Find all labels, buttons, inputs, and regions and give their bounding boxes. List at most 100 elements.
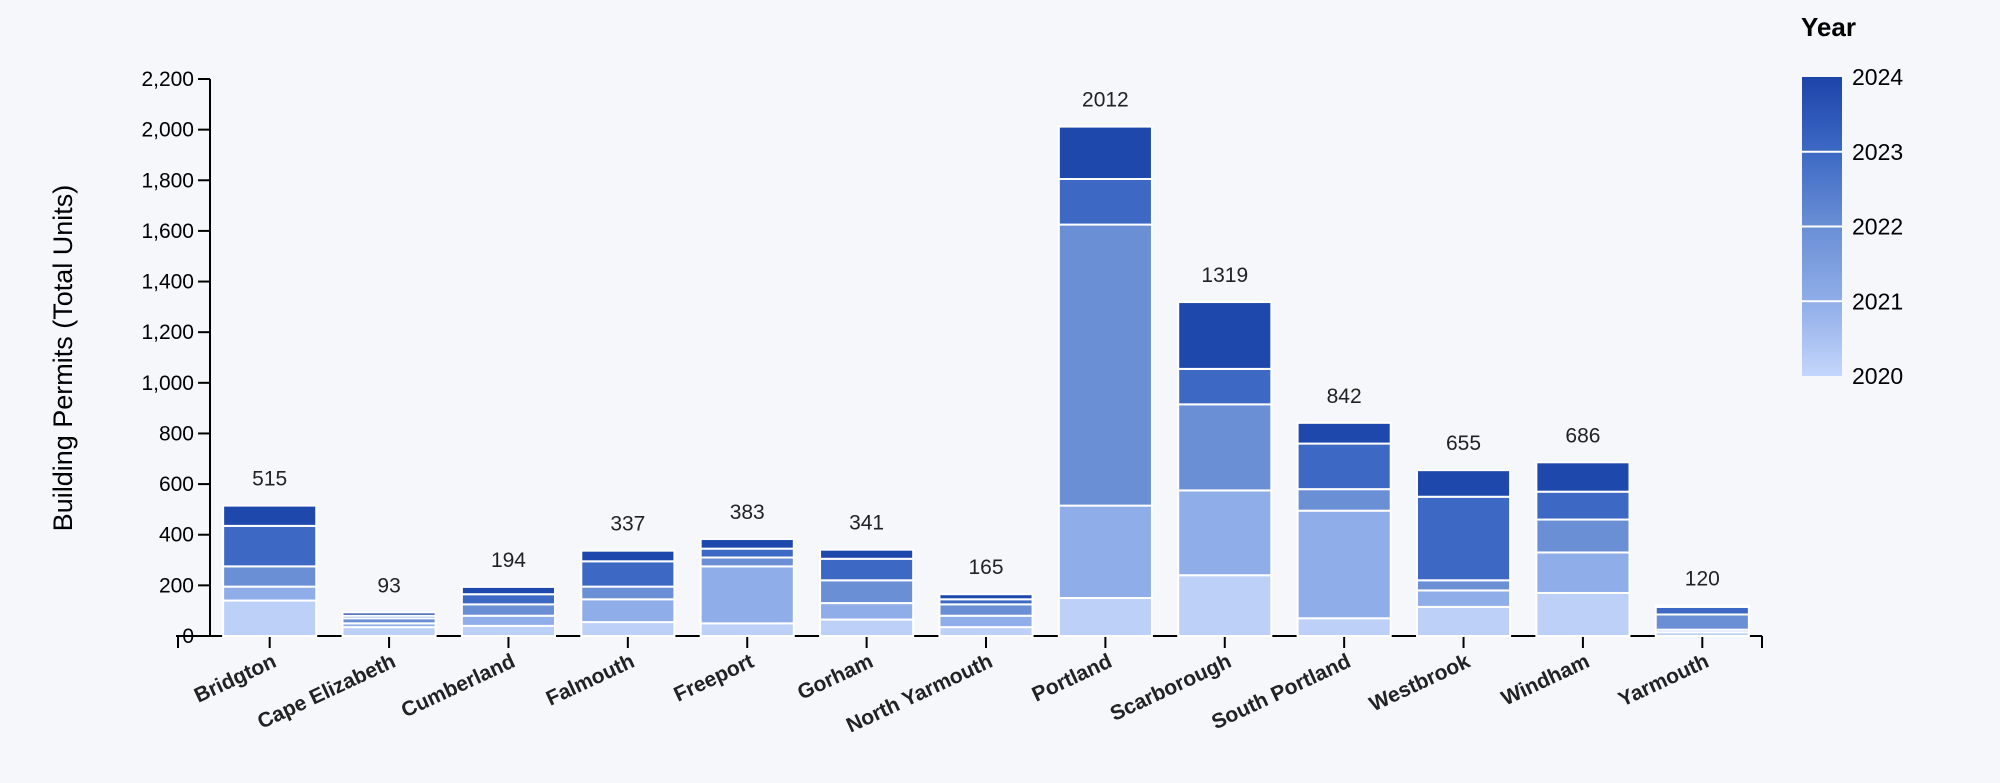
legend-label-2021: 2021 bbox=[1852, 288, 1903, 314]
bar-segment-2023 bbox=[1654, 605, 1750, 616]
bar-segment-2020 bbox=[341, 626, 437, 637]
x-tick-label: Windham bbox=[1498, 650, 1593, 711]
bar-total-label: 1319 bbox=[1201, 264, 1248, 287]
bar-total-label: 655 bbox=[1446, 432, 1481, 455]
bar-segment-2023 bbox=[460, 593, 557, 606]
bar-segment-2023 bbox=[580, 560, 676, 588]
x-tick-label: Portland bbox=[1029, 650, 1116, 707]
bar-segment-2022 bbox=[460, 603, 557, 617]
bar-segment-2020 bbox=[1177, 574, 1273, 638]
y-tick-label: 2,200 bbox=[141, 68, 194, 91]
legend-label-2024: 2024 bbox=[1852, 64, 1903, 90]
bar-segment-2023 bbox=[1057, 178, 1153, 226]
bar-segment-2021 bbox=[1296, 509, 1392, 620]
total-labels-group: 515 93 194 337 383 341 165 2012 1319 842 655 686 120 bbox=[252, 89, 1720, 598]
bar-segment-2021 bbox=[460, 614, 557, 627]
bar-segment-2022 bbox=[1654, 613, 1750, 631]
bar-total-label: 93 bbox=[377, 574, 400, 597]
legend: Year 2024 2023 2022 2021 2020 bbox=[1801, 12, 1903, 389]
bar-total-label: 165 bbox=[968, 556, 1003, 579]
bar-segment-2021 bbox=[819, 602, 915, 621]
bar-total-label: 686 bbox=[1565, 424, 1600, 447]
bar-segment-2020 bbox=[1415, 605, 1512, 638]
bar-segment-2023 bbox=[1415, 495, 1512, 582]
bar-segment-2023 bbox=[1296, 442, 1392, 491]
bar-segment-2024 bbox=[819, 548, 915, 560]
bar-segment-2020 bbox=[460, 624, 557, 638]
bar-segment-2020 bbox=[1535, 591, 1631, 638]
bar-segment-2024 bbox=[1057, 125, 1153, 181]
y-axis-title: Building Permits (Total Units) bbox=[48, 185, 78, 532]
bar-total-label: 2012 bbox=[1082, 89, 1129, 112]
bar-segment-2021 bbox=[699, 565, 795, 625]
bar-segment-2020 bbox=[819, 618, 915, 637]
bar-segment-2022 bbox=[938, 603, 1034, 617]
bar-segment-2024 bbox=[1177, 301, 1273, 370]
bar-segment-2024 bbox=[580, 549, 676, 563]
bar-segment-2024 bbox=[460, 585, 557, 596]
bar-segment-2024 bbox=[699, 538, 795, 550]
bar-segment-2022 bbox=[819, 579, 915, 605]
bar-segment-2023 bbox=[699, 547, 795, 559]
x-tick-label: Yarmouth bbox=[1615, 650, 1713, 712]
bar-segment-2022 bbox=[1177, 403, 1273, 492]
bar-segment-2020 bbox=[699, 622, 795, 637]
bar-segment-2023 bbox=[1177, 367, 1273, 406]
bar-segment-2022 bbox=[1296, 488, 1392, 512]
bar-segment-2021 bbox=[1057, 504, 1153, 600]
bar-segment-2022 bbox=[1535, 518, 1631, 554]
y-tick-label: 800 bbox=[159, 422, 194, 445]
bar-segment-2020 bbox=[1057, 597, 1153, 637]
x-tick-label: Bridgton bbox=[191, 650, 280, 708]
y-tick-label: 2,000 bbox=[141, 119, 194, 142]
bar-segment-2022 bbox=[699, 556, 795, 568]
legend-label-2023: 2023 bbox=[1852, 139, 1903, 165]
bar-segment-2022 bbox=[1057, 223, 1153, 507]
bars-group bbox=[222, 125, 1750, 638]
y-axis: 02004006008001,0001,2001,4001,6001,8002,… bbox=[141, 68, 211, 648]
bar-segment-2021 bbox=[1177, 489, 1273, 577]
bar-segment-2024 bbox=[341, 611, 437, 617]
x-tick-label: Westbrook bbox=[1366, 650, 1474, 717]
bar-segment-2022 bbox=[222, 565, 318, 588]
bar-segment-2020 bbox=[222, 599, 318, 638]
y-tick-label: 1,200 bbox=[141, 321, 194, 344]
bar-segment-2024 bbox=[1296, 421, 1392, 445]
bar-segment-2021 bbox=[1535, 551, 1631, 594]
bar-total-label: 194 bbox=[491, 549, 526, 572]
bar-total-label: 383 bbox=[730, 501, 765, 524]
bar-segment-2024 bbox=[1415, 469, 1512, 498]
y-tick-label: 1,000 bbox=[141, 372, 194, 395]
y-tick-label: 600 bbox=[159, 473, 194, 496]
bar-total-label: 120 bbox=[1685, 568, 1720, 591]
x-tick-label: Gorham bbox=[794, 650, 877, 705]
bar-segment-2020 bbox=[580, 621, 676, 638]
bar-segment-2021 bbox=[580, 598, 676, 624]
y-tick-label: 1,400 bbox=[141, 271, 194, 294]
bar-segment-2024 bbox=[1535, 461, 1631, 493]
bar-segment-2024 bbox=[1654, 604, 1750, 608]
legend-label-2020: 2020 bbox=[1852, 363, 1903, 389]
bar-segment-2023 bbox=[1535, 490, 1631, 521]
bar-segment-2024 bbox=[938, 593, 1034, 601]
x-tick-label: Cumberland bbox=[398, 650, 519, 723]
legend-label-2022: 2022 bbox=[1852, 214, 1903, 240]
bar-segment-2021 bbox=[938, 614, 1034, 629]
y-tick-label: 200 bbox=[159, 574, 194, 597]
bar-total-label: 341 bbox=[849, 512, 884, 535]
bar-segment-2022 bbox=[580, 585, 676, 601]
bar-segment-2023 bbox=[222, 524, 318, 568]
x-tick-label: Freeport bbox=[670, 650, 757, 707]
bar-segment-2020 bbox=[938, 626, 1034, 637]
legend-title: Year bbox=[1801, 12, 1856, 42]
bar-segment-2021 bbox=[1415, 589, 1512, 608]
y-tick-label: 1,800 bbox=[141, 169, 194, 192]
bar-segment-2023 bbox=[819, 557, 915, 582]
bar-segment-2022 bbox=[1415, 579, 1512, 592]
bar-segment-2021 bbox=[222, 585, 318, 602]
x-tick-label: Falmouth bbox=[543, 650, 638, 711]
bar-total-label: 842 bbox=[1327, 385, 1362, 408]
